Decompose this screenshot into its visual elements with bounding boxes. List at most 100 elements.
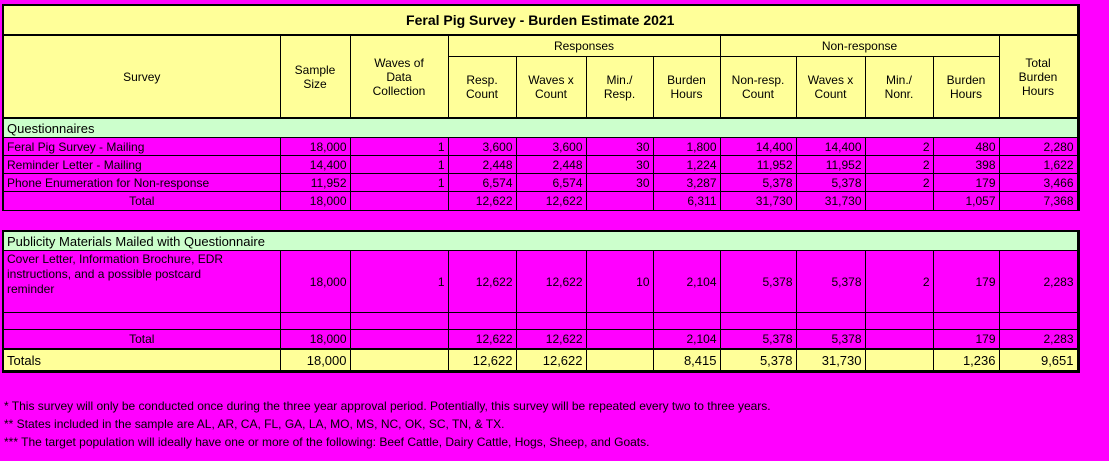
value-cell: 18,000 (279, 250, 351, 313)
header-group-row: Survey Sample Size Waves of Data Collect… (2, 34, 1080, 119)
value-cell (279, 312, 351, 330)
value-cell: 5,378 (719, 329, 797, 350)
value-cell: 30 (585, 173, 654, 192)
value-cell: 12,622 (447, 329, 517, 350)
value-cell: 12,622 (447, 348, 517, 373)
value-cell (932, 312, 1000, 330)
value-cell: 2,283 (998, 329, 1080, 350)
col-header-min-per-resp: Min./ Resp. (585, 56, 654, 119)
section-label: Questionnaires (1, 117, 1080, 138)
value-cell: 5,378 (719, 348, 797, 373)
value-cell: 14,400 (279, 155, 351, 174)
section-header-row: Questionnaires (1, 117, 1080, 138)
row-label-cell: Total (2, 329, 281, 350)
value-cell (864, 312, 934, 330)
table-row: Totals 18,000 12,622 12,622 8,415 5,378 31,730… (2, 348, 1080, 373)
table-row: Reminder Letter - Mailing 14,400 1 2,448 2,4… (2, 155, 1080, 174)
value-cell: 30 (585, 155, 654, 174)
value-cell: 30 (585, 137, 654, 156)
value-cell: 1,800 (652, 137, 721, 156)
value-cell (585, 312, 654, 330)
value-cell: 3,600 (447, 137, 517, 156)
table-row: Total 18,000 12,622 12,622 6,311 31,730 31,730… (2, 191, 1080, 211)
value-cell: 18,000 (279, 191, 351, 211)
table-body: Questionnaires Feral Pig Survey - Mailing… (1, 117, 1080, 373)
value-cell: 18,000 (279, 137, 351, 156)
value-cell: 1,057 (932, 191, 1000, 211)
spacer-row (3, 211, 1078, 232)
value-cell (585, 329, 654, 350)
value-cell: 2,280 (998, 137, 1080, 156)
value-cell: 3,600 (515, 137, 587, 156)
value-cell: 3,466 (998, 173, 1080, 192)
value-cell: 179 (932, 329, 1000, 350)
value-cell (349, 191, 449, 211)
col-group-non-response: Non-response (719, 34, 1000, 57)
value-cell: 11,952 (795, 155, 866, 174)
value-cell: 5,378 (719, 173, 797, 192)
value-cell: 179 (932, 250, 1000, 313)
col-header-nonresp-count: Non-resp. Count (719, 56, 797, 119)
value-cell: 14,400 (719, 137, 797, 156)
value-cell (585, 348, 654, 373)
value-cell: 1,622 (998, 155, 1080, 174)
value-cell (795, 312, 866, 330)
footnote: * This survey will only be conducted onc… (4, 399, 771, 413)
footnote: ** States included in the sample are AL,… (4, 417, 505, 431)
value-cell: 18,000 (279, 329, 351, 350)
value-cell: 2,283 (998, 250, 1080, 313)
value-cell: 31,730 (795, 348, 866, 373)
value-cell (447, 312, 517, 330)
value-cell (719, 312, 797, 330)
value-cell (864, 191, 934, 211)
value-cell: 5,378 (795, 250, 866, 313)
col-header-nonresp-burden-hours: Burden Hours (932, 56, 1000, 119)
value-cell: 9,651 (998, 348, 1080, 373)
table-row: Cover Letter, Information Brochure, EDR … (2, 250, 1080, 313)
value-cell: 1 (349, 155, 449, 174)
value-cell: 2,104 (652, 329, 721, 350)
row-label-cell: Phone Enumeration for Non-response (2, 173, 281, 192)
value-cell: 398 (932, 155, 1000, 174)
value-cell: 7,368 (998, 191, 1080, 211)
section-label: Publicity Materials Mailed with Question… (1, 230, 1080, 251)
value-cell: 3,287 (652, 173, 721, 192)
value-cell: 12,622 (447, 191, 517, 211)
value-cell: 1,224 (652, 155, 721, 174)
value-cell (349, 312, 449, 330)
value-cell: 11,952 (719, 155, 797, 174)
value-cell: 1 (349, 137, 449, 156)
col-header-survey: Survey (2, 34, 281, 119)
row-label-cell: Feral Pig Survey - Mailing (2, 137, 281, 156)
value-cell: 6,311 (652, 191, 721, 211)
value-cell (515, 312, 587, 330)
value-cell: 2 (864, 155, 934, 174)
value-cell: 10 (585, 250, 654, 313)
value-cell (864, 329, 934, 350)
table-row: Total 18,000 12,622 12,622 2,104 5,378 5,378 17… (2, 329, 1080, 350)
row-label-cell (2, 312, 281, 330)
value-cell (349, 329, 449, 350)
value-cell: 12,622 (515, 191, 587, 211)
value-cell: 12,622 (515, 329, 587, 350)
col-header-sample-size: Sample Size (279, 34, 351, 119)
col-header-total-burden-hours: Total Burden Hours (998, 34, 1080, 119)
value-cell: 31,730 (719, 191, 797, 211)
col-header-min-per-nonr: Min./ Nonr. (864, 56, 934, 119)
footnote: *** The target population will ideally h… (4, 435, 650, 449)
value-cell (349, 348, 449, 373)
value-cell: 2,104 (652, 250, 721, 313)
value-cell: 31,730 (795, 191, 866, 211)
value-cell: 1 (349, 173, 449, 192)
section-header-row: Publicity Materials Mailed with Question… (1, 230, 1080, 251)
value-cell: 480 (932, 137, 1000, 156)
value-cell: 18,000 (279, 348, 351, 373)
value-cell: 2,448 (447, 155, 517, 174)
value-cell: 5,378 (795, 329, 866, 350)
value-cell: 11,952 (279, 173, 351, 192)
footnotes: * This survey will only be conducted onc… (4, 397, 1104, 451)
table-row: Feral Pig Survey - Mailing 18,000 1 3,600 3,… (2, 137, 1080, 156)
value-cell: 12,622 (515, 348, 587, 373)
value-cell: 1,236 (932, 348, 1000, 373)
value-cell: 2 (864, 137, 934, 156)
